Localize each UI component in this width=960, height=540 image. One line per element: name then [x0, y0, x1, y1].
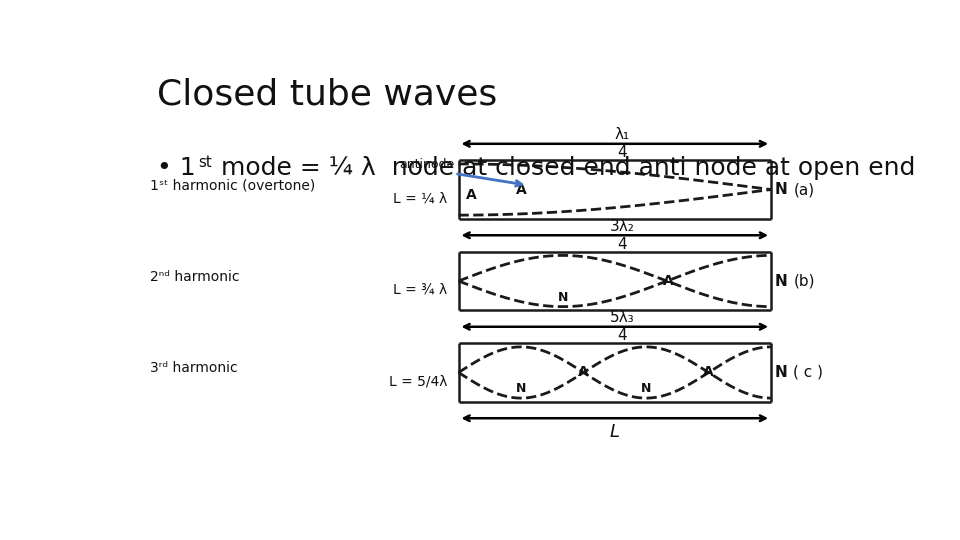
Text: N: N [641, 382, 651, 395]
Text: 1ˢᵗ harmonic (overtone): 1ˢᵗ harmonic (overtone) [150, 178, 315, 192]
Text: N: N [775, 274, 793, 288]
Text: L = ¼ λ: L = ¼ λ [393, 191, 447, 205]
Text: A: A [578, 366, 588, 380]
Text: (a): (a) [793, 182, 814, 197]
Text: Closed tube waves: Closed tube waves [157, 77, 497, 111]
Text: L = ¾ λ: L = ¾ λ [393, 283, 447, 297]
Text: st: st [198, 155, 212, 170]
Text: mode = ¼ λ  node at closed end anti node at open end: mode = ¼ λ node at closed end anti node … [213, 156, 916, 180]
Text: 4: 4 [617, 145, 627, 160]
Text: A: A [662, 274, 673, 288]
Text: L: L [610, 423, 620, 441]
Text: (b): (b) [793, 274, 815, 288]
Text: N: N [775, 365, 793, 380]
Text: L = 5/4λ: L = 5/4λ [389, 374, 447, 388]
Text: N: N [558, 291, 567, 303]
Text: N: N [775, 182, 793, 197]
Text: antinode: antinode [399, 158, 455, 171]
Text: • 1: • 1 [157, 156, 196, 180]
Text: N: N [516, 382, 526, 395]
Text: A: A [516, 183, 526, 197]
Text: 2ⁿᵈ harmonic: 2ⁿᵈ harmonic [150, 270, 239, 284]
Text: λ₁: λ₁ [614, 127, 630, 142]
Text: ( c ): ( c ) [793, 365, 824, 380]
Text: A: A [703, 366, 714, 380]
Text: 4: 4 [617, 237, 627, 252]
Text: 4: 4 [617, 328, 627, 343]
Text: 5λ₃: 5λ₃ [610, 310, 635, 325]
Text: A: A [466, 188, 477, 202]
Text: 3λ₂: 3λ₂ [610, 219, 635, 234]
Text: 3ʳᵈ harmonic: 3ʳᵈ harmonic [150, 361, 237, 375]
